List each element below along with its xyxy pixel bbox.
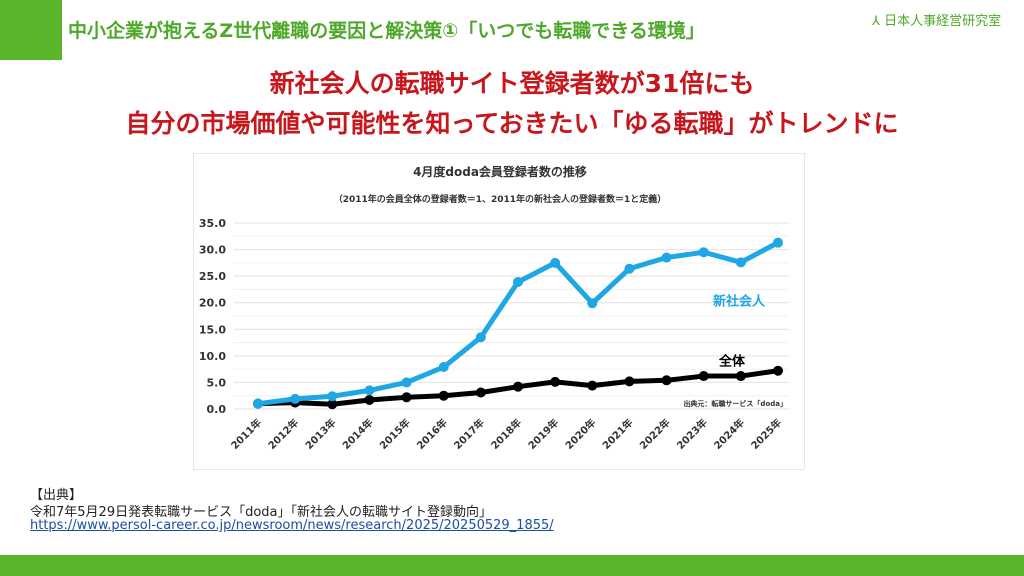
footer-bar: [0, 555, 1024, 576]
x-tick-label: 2021年: [600, 416, 636, 452]
header-accent-bar: [0, 0, 62, 60]
x-tick-label: 2022年: [637, 416, 673, 452]
data-point: [513, 381, 523, 392]
data-point: [513, 276, 523, 287]
headline-line1: 新社会人の転職サイト登録者数が31倍にも: [269, 69, 755, 98]
x-tick-label: 2025年: [748, 416, 784, 452]
data-point: [290, 393, 301, 404]
data-point: [364, 385, 375, 396]
x-tick-label: 2019年: [525, 416, 561, 452]
data-point: [587, 298, 598, 309]
data-point: [327, 399, 338, 410]
data-point: [550, 376, 561, 387]
data-point: [624, 263, 635, 274]
data-point: [550, 257, 561, 268]
chart-container: 4月度doda会員登録者数の推移 （2011年の会員全体の登録者数＝1、2011年…: [193, 153, 805, 470]
x-tick-label: 2015年: [377, 416, 413, 452]
source-link[interactable]: https://www.persol-career.co.jp/newsroom…: [30, 518, 554, 533]
data-point: [661, 252, 672, 263]
data-point: [475, 332, 486, 343]
series-label-new-grads: 新社会人: [713, 293, 766, 309]
data-point: [773, 237, 783, 248]
x-tick-label: 2016年: [414, 416, 450, 452]
data-point: [401, 392, 412, 403]
headline-line2: 自分の市場価値や可能性を知っておきたい「ゆる転職」がトレンドに: [125, 109, 899, 138]
data-point: [253, 398, 263, 409]
y-tick-label: 0.0: [207, 403, 227, 416]
x-tick-label: 2011年: [228, 416, 264, 452]
x-tick-label: 2013年: [302, 416, 338, 452]
data-point: [587, 380, 598, 391]
logo-text: 日本人事経営研究室: [884, 14, 1002, 29]
line-chart: 4月度doda会員登録者数の推移 （2011年の会員全体の登録者数＝1、2011年…: [199, 164, 789, 452]
y-tick-label: 15.0: [199, 323, 226, 336]
data-point: [624, 376, 635, 387]
company-logo: ⅄ 日本人事経営研究室: [872, 10, 1001, 29]
x-tick-label: 2012年: [265, 416, 301, 452]
chart-source-note: 出典元：転職サービス「doda」: [683, 399, 787, 408]
series-line-new-grads: [257, 240, 780, 407]
data-point: [698, 247, 709, 258]
data-point: [401, 377, 412, 388]
page-title: 中小企業が抱えるZ世代離職の要因と解決策①「いつでも転職できる環境」: [68, 20, 705, 42]
x-tick-label: 2017年: [451, 416, 487, 452]
source-text: 令和7年5月29日発表転職サービス「doda」「新社会人の転職サイト登録動向」: [30, 505, 493, 520]
x-tick-label: 2014年: [340, 416, 376, 452]
chart-title: 4月度doda会員登録者数の推移: [413, 164, 587, 179]
source-label: 【出典】: [30, 488, 83, 503]
x-tick-label: 2024年: [711, 416, 747, 452]
chart-subtitle: （2011年の会員全体の登録者数＝1、2011年の新社会人の登録者数＝1と定義）: [334, 193, 667, 205]
data-point: [735, 371, 746, 382]
data-point: [661, 375, 672, 386]
y-tick-label: 30.0: [199, 244, 226, 257]
data-point: [773, 365, 783, 376]
y-tick-label: 25.0: [199, 270, 226, 283]
data-point: [438, 390, 449, 401]
data-point: [438, 362, 449, 373]
data-point: [735, 257, 746, 268]
x-tick-label: 2018年: [488, 416, 524, 452]
series-label-total: 全体: [718, 353, 746, 369]
y-tick-label: 10.0: [199, 350, 226, 363]
y-tick-label: 5.0: [207, 376, 227, 389]
data-point: [475, 387, 486, 398]
data-point: [327, 391, 338, 402]
x-tick-label: 2020年: [562, 416, 598, 452]
y-tick-label: 35.0: [199, 217, 226, 230]
x-tick-label: 2023年: [674, 416, 710, 452]
logo-person-icon: ⅄: [872, 14, 885, 29]
data-point: [364, 394, 375, 405]
y-tick-label: 20.0: [199, 297, 226, 310]
data-point: [698, 371, 709, 382]
